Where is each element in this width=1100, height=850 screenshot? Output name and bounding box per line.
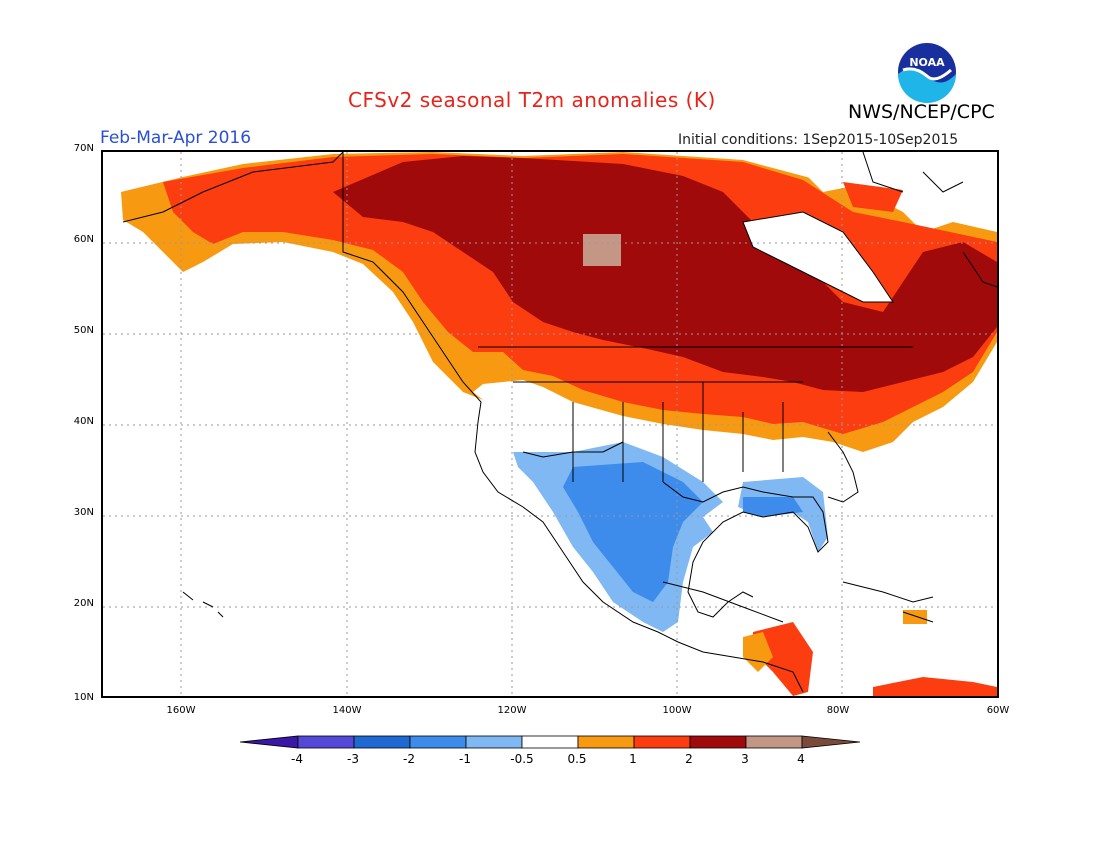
noaa-logo: NOAA [896,41,958,103]
legend-swatch [240,735,299,749]
gridlines [103,152,997,696]
legend-swatch [409,735,467,749]
coastlines [122,152,997,693]
legend-swatch [745,735,803,749]
legend-tick: 4 [797,752,805,766]
legend-swatch [689,735,747,749]
anomaly-shading [121,152,997,696]
legend-swatch [521,735,579,749]
legend-tick: -0.5 [510,752,534,766]
forecast-period: Feb-Mar-Apr 2016 [100,128,252,148]
lat-label: 40N [73,416,94,427]
legend-tick: 0.5 [567,752,587,766]
color-legend [240,735,860,749]
lon-label: 120W [497,705,527,716]
legend-tick: 2 [685,752,693,766]
legend-swatch [465,735,523,749]
lat-label: 30N [73,507,94,518]
lon-label: 160W [166,705,196,716]
legend-tick: -3 [347,752,359,766]
lat-label: 70N [73,143,94,154]
lon-label: 80W [826,705,850,716]
legend-swatch [801,735,860,749]
initial-conditions: Initial conditions: 1Sep2015-10Sep2015 [678,132,959,148]
map-title: CFSv2 seasonal T2m anomalies (K) [348,88,716,112]
lon-label: 100W [662,705,692,716]
legend-tick: -1 [459,752,471,766]
legend-tick: 1 [629,752,637,766]
lat-label: 10N [73,692,94,703]
map-panel [101,150,999,698]
agency-label: NWS/NCEP/CPC [848,101,995,123]
temperature-anomaly-map [103,152,997,696]
legend-tick: 3 [741,752,749,766]
lat-label: 50N [73,325,94,336]
lat-label: 20N [73,598,94,609]
lon-label: 60W [986,705,1010,716]
legend-swatch [353,735,411,749]
legend-tick: -2 [403,752,415,766]
lat-label: 60N [73,234,94,245]
legend-swatch [633,735,691,749]
lon-label: 140W [332,705,362,716]
legend-swatch [297,735,355,749]
legend-tick: -4 [291,752,303,766]
legend-swatch [577,735,635,749]
logo-text: NOAA [909,56,945,69]
